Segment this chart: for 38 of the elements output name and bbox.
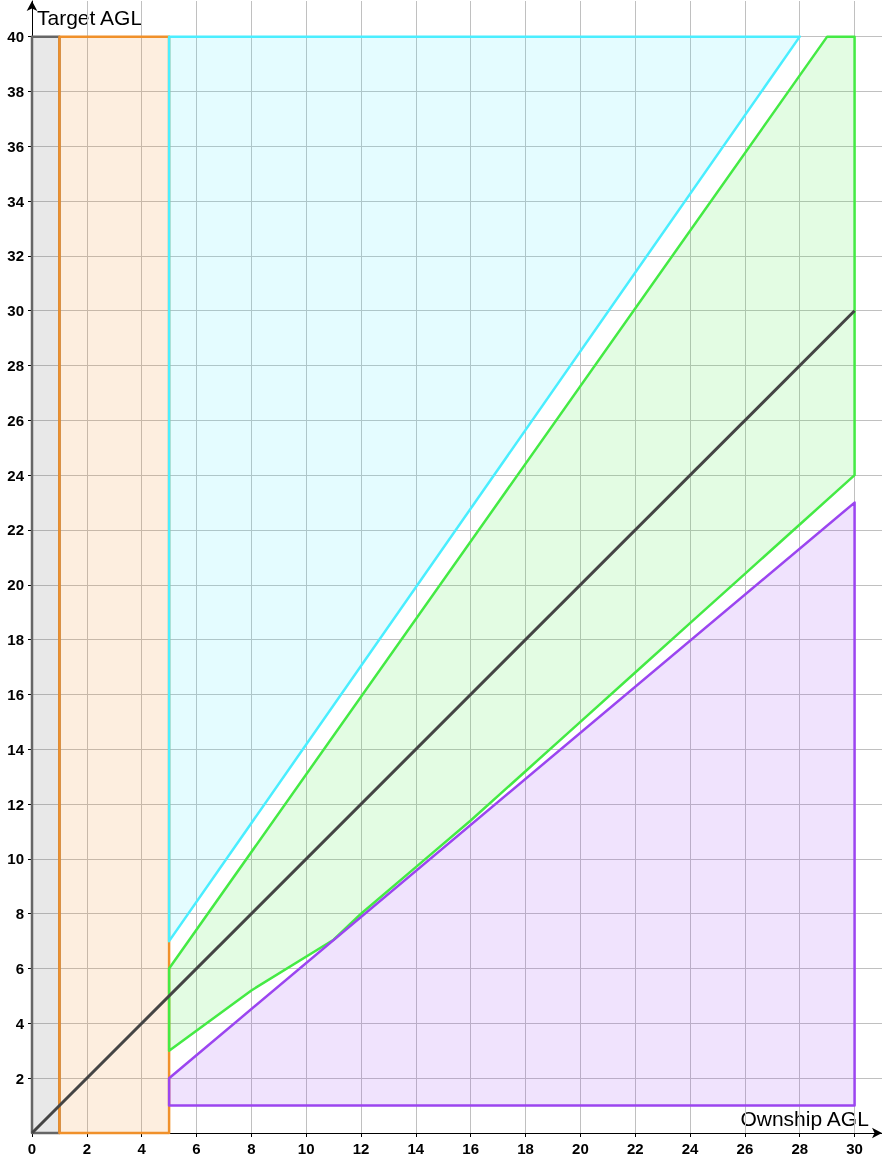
y-tick-label: 26 [7,411,24,429]
x-tick-label: 0 [27,1140,37,1157]
x-tick-label: 4 [137,1140,147,1157]
y-tick-label: 40 [7,28,24,46]
x-tick-label: 18 [517,1140,534,1157]
y-tick-label: 38 [7,82,24,100]
y-tick-label: 30 [7,302,24,320]
y-tick-label: 4 [15,1014,25,1032]
x-tick-label: 20 [572,1140,589,1157]
y-tick-label: 12 [7,795,24,813]
x-tick-label: 30 [846,1140,863,1157]
y-tick-label: 20 [7,576,24,594]
y-tick-label: 10 [7,850,24,868]
y-tick-label: 14 [7,740,25,758]
y-tick-label: 28 [7,357,24,375]
x-axis-title: Ownship AGL [740,1107,869,1130]
y-tick-label: 16 [7,685,24,703]
y-tick-label: 36 [7,137,24,155]
y-tick-label: 18 [7,631,24,649]
x-tick-label: 22 [626,1140,644,1157]
x-tick-label: 14 [407,1140,425,1157]
y-axis-title: Target AGL [37,6,143,29]
x-tick-label: 16 [462,1140,480,1157]
x-tick-label: 8 [247,1140,256,1157]
x-tick-label: 2 [82,1140,92,1157]
y-tick-label: 34 [7,192,25,210]
y-tick-label: 24 [7,466,25,484]
x-tick-label: 10 [297,1140,315,1157]
x-tick-label: 12 [352,1140,370,1157]
x-tick-label: 26 [736,1140,754,1157]
y-tick-label: 2 [15,1069,24,1087]
x-tick-label: 6 [192,1140,201,1157]
y-tick-label: 32 [7,247,24,265]
y-tick-label: 8 [15,905,24,923]
x-tick-label: 24 [681,1140,700,1157]
y-tick-label: 6 [15,960,24,978]
y-tick-label: 22 [7,521,24,539]
x-tick-label: 28 [791,1140,809,1157]
